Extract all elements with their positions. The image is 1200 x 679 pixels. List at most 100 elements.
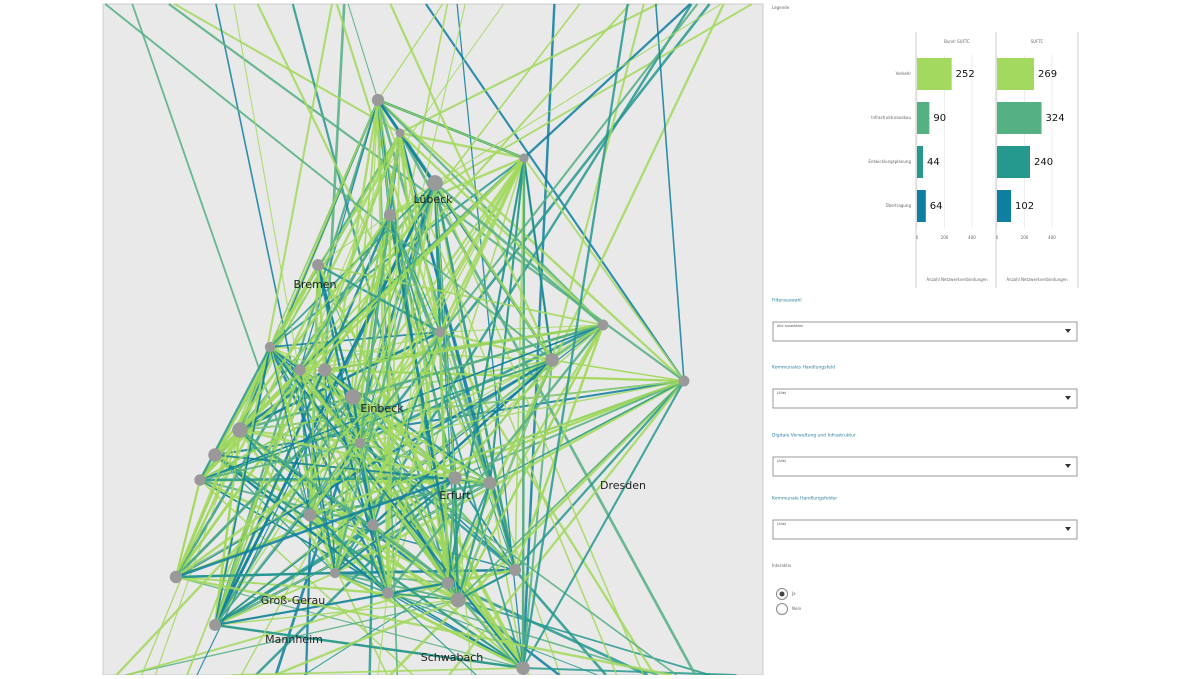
node — [303, 508, 317, 522]
connection — [447, 477, 456, 584]
radio-dot — [779, 591, 785, 597]
dropdown-value[interactable]: (Alle) — [777, 459, 787, 463]
connection — [521, 359, 554, 669]
category-label: Übertragung — [886, 203, 912, 208]
connection — [434, 181, 604, 327]
value-label: 324 — [1046, 113, 1065, 124]
connection — [334, 572, 459, 601]
dropdown-arrow[interactable] — [1065, 329, 1071, 333]
dropdown-value[interactable]: (Alle) — [777, 522, 787, 526]
connection — [523, 157, 685, 382]
node — [194, 474, 206, 486]
radio-option[interactable]: Ja — [791, 591, 796, 596]
connection — [317, 3, 505, 266]
node — [232, 422, 248, 438]
dropdown[interactable]: (Alle) — [772, 456, 1078, 477]
node — [545, 353, 559, 367]
dropdown-box[interactable] — [772, 456, 1078, 477]
connection — [316, 264, 327, 371]
category-label: Infrastrukturausbau — [871, 115, 911, 120]
node — [597, 319, 609, 331]
connection — [214, 572, 336, 626]
connection — [214, 214, 391, 456]
node — [516, 661, 530, 675]
connection — [387, 132, 401, 594]
connection — [334, 571, 524, 670]
connection — [104, 3, 553, 361]
x-tick-label: 0 — [916, 235, 919, 240]
city-label: Lübeck — [413, 193, 453, 206]
dropdown-box[interactable] — [772, 519, 1078, 540]
node — [678, 375, 690, 387]
connection — [521, 3, 629, 669]
bar — [917, 190, 926, 222]
dropdown-arrow[interactable] — [1065, 527, 1071, 531]
connection — [447, 482, 491, 584]
connection — [399, 3, 659, 134]
connection — [239, 428, 449, 585]
radio-option[interactable]: Nein — [792, 606, 802, 611]
connection — [457, 359, 553, 601]
connection — [199, 442, 361, 481]
bar — [997, 146, 1030, 178]
connection — [334, 99, 379, 574]
connection — [359, 442, 389, 594]
connection — [457, 380, 685, 601]
connection — [456, 3, 524, 669]
connection — [175, 571, 336, 579]
node — [508, 563, 522, 577]
connection — [376, 99, 390, 594]
connection — [269, 346, 336, 574]
connection — [299, 369, 389, 594]
connection — [448, 380, 685, 676]
connection — [269, 346, 361, 444]
connection — [551, 359, 685, 382]
connection — [438, 331, 450, 584]
connection — [214, 3, 699, 626]
dropdown-value[interactable]: (Alle) — [777, 391, 787, 395]
dropdown-box[interactable] — [772, 388, 1078, 409]
connection — [299, 3, 631, 371]
dropdown-arrow[interactable] — [1065, 396, 1071, 400]
value-label: 44 — [927, 157, 940, 168]
node — [395, 128, 405, 138]
connection — [434, 182, 459, 601]
dropdown[interactable]: Alle auswählen — [772, 321, 1078, 342]
connection — [372, 324, 604, 526]
connection — [522, 667, 737, 676]
node — [483, 476, 497, 490]
connection — [238, 429, 337, 574]
connection — [386, 331, 442, 594]
connection — [433, 182, 517, 571]
filter-label: Kommunales Handlungsfeld — [772, 365, 835, 371]
connection — [456, 482, 492, 601]
connection — [551, 324, 604, 361]
node — [383, 208, 397, 222]
x-tick-label: 400 — [968, 235, 976, 240]
dropdown-box[interactable] — [772, 321, 1078, 342]
x-tick-label: 200 — [1021, 235, 1029, 240]
connection — [213, 214, 392, 626]
dropdown[interactable]: (Alle) — [772, 519, 1078, 540]
connection — [389, 214, 524, 669]
connection — [309, 442, 361, 516]
connection — [434, 182, 645, 676]
connection — [514, 324, 604, 571]
node — [208, 448, 222, 462]
node — [371, 93, 385, 107]
connection — [439, 330, 553, 362]
node — [294, 364, 306, 376]
dropdown-value[interactable]: Alle auswählen — [777, 324, 803, 328]
dropdown[interactable]: (Alle) — [772, 388, 1078, 409]
connection — [186, 132, 401, 676]
connection — [347, 3, 379, 101]
connection — [377, 3, 444, 101]
connection — [399, 132, 441, 333]
connection — [299, 369, 524, 669]
dropdown-arrow[interactable] — [1065, 464, 1071, 468]
node — [209, 619, 221, 631]
radio-button[interactable] — [776, 603, 788, 615]
connection — [175, 476, 456, 579]
connection — [214, 623, 524, 670]
